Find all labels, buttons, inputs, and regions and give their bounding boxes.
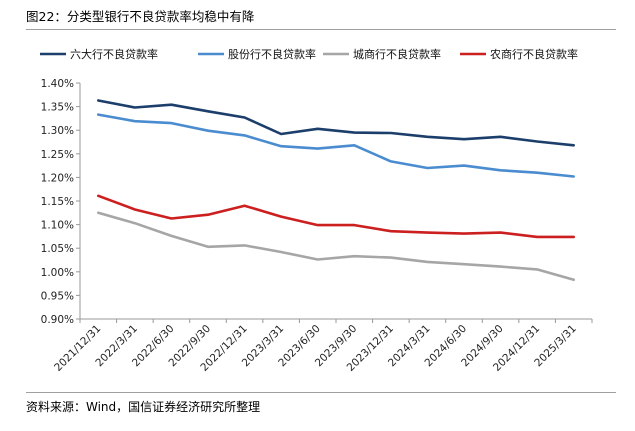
y-tick-label: 1.20% (41, 172, 74, 184)
x-tick-label: 2021/12/31 (52, 323, 103, 374)
y-tick-label: 1.15% (41, 196, 74, 208)
chart-legend: 六大行不良贷款率 股份行不良贷款率 城商行不良贷款率 农商行不良贷款率 (40, 47, 578, 61)
y-axis: 0.90% 0.95% 1.00% 1.05% 1.10% 1.15% 1.20% 1.25%… (41, 78, 81, 326)
y-tick-label: 1.30% (41, 125, 74, 137)
y-tick-label: 1.00% (41, 267, 74, 279)
y-tick-label: 1.10% (41, 220, 74, 232)
y-tick-label: 1.25% (41, 149, 74, 161)
legend-label: 股份行不良贷款率 (228, 47, 316, 61)
chart-series (97, 99, 576, 282)
y-tick-label: 1.40% (41, 78, 74, 90)
y-tick-label: 0.90% (41, 314, 74, 326)
series-line (97, 99, 576, 147)
series-line (97, 194, 576, 239)
series-line (97, 211, 576, 282)
title-divider (26, 29, 616, 30)
y-tick-label: 0.95% (41, 290, 74, 302)
source-divider (26, 392, 616, 393)
x-axis: 2021/12/312022/3/312022/6/302022/9/30202… (52, 318, 593, 374)
legend-label: 农商行不良贷款率 (490, 47, 578, 61)
legend-label: 城商行不良贷款率 (353, 47, 441, 61)
source-note: 资料来源：Wind，国信证券经济研究所整理 (26, 400, 261, 414)
y-tick-label: 1.05% (41, 243, 74, 255)
y-tick-label: 1.35% (41, 102, 74, 114)
chart-title: 图22：分类型银行不良贷款率均稳中有降 (26, 9, 255, 24)
legend-label: 六大行不良贷款率 (70, 47, 158, 61)
series-line (97, 113, 576, 178)
